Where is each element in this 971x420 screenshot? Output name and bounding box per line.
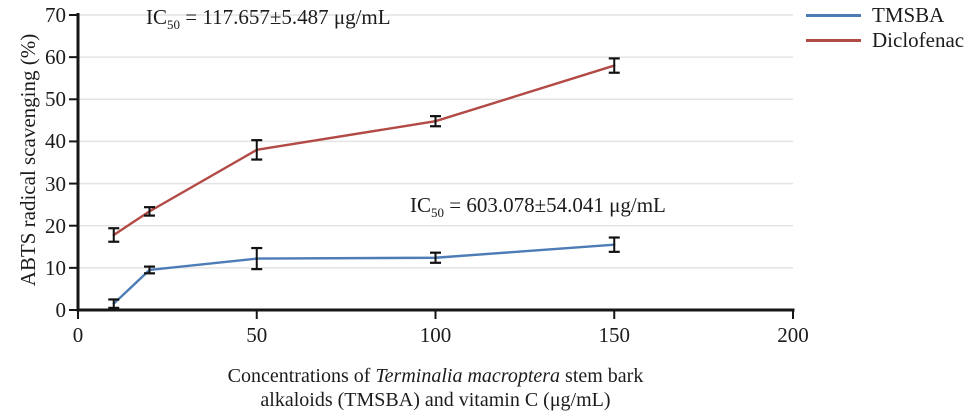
- gridlines: [78, 14, 793, 269]
- y-tick-label: 0: [55, 298, 67, 322]
- legend-label: TMSBA: [872, 3, 945, 27]
- x-axis-title-post: stem bark: [560, 365, 644, 387]
- x-axis-title-pre: Concentrations of: [227, 365, 376, 387]
- legend-line-swatch: [806, 39, 861, 42]
- x-tick-label: 100: [419, 323, 452, 347]
- x-axis-title-line1: Concentrations of Terminalia macroptera …: [78, 364, 793, 388]
- x-tick-label: 50: [246, 323, 268, 347]
- x-axis-title-line2: alkaloids (TMSBA) and vitamin C (μg/mL): [260, 389, 611, 411]
- y-tick-label: 20: [45, 213, 66, 238]
- legend-label: Diclofenac: [872, 28, 965, 52]
- ic50-annotation-diclofenac: IC50 = 117.657±5.487 μg/mL: [146, 5, 391, 33]
- error-bars-tmsba: [108, 236, 620, 309]
- data-line: [112, 243, 616, 305]
- series-line-tmsba: [112, 243, 616, 305]
- legend-item-diclofenac: Diclofenac: [806, 28, 964, 53]
- ic50-prefix: IC: [410, 193, 431, 217]
- x-axis-title: Concentrations of Terminalia macroptera …: [78, 364, 793, 412]
- y-tick-label: 70: [45, 3, 66, 27]
- ic50-annotation-tmsba: IC50 = 603.078±54.041 μg/mL: [410, 193, 666, 221]
- axes: [69, 13, 795, 319]
- x-tick-label: 150: [598, 323, 631, 347]
- y-tick-label: 30: [45, 171, 66, 196]
- ic50-value: = 117.657±5.487 μg/mL: [180, 5, 391, 29]
- ic50-value: = 603.078±54.041 μg/mL: [444, 193, 666, 217]
- x-tick-label: 0: [72, 323, 84, 347]
- y-tick-label: 60: [45, 45, 66, 70]
- ic50-subscript: 50: [167, 17, 180, 33]
- legend-line-swatch: [806, 14, 861, 17]
- x-tick-label: 200: [777, 323, 809, 347]
- legend-item-tmsba: TMSBA: [806, 3, 964, 28]
- legend: TMSBA Diclofenac: [806, 3, 964, 53]
- y-tick-label: 10: [45, 255, 66, 280]
- error-bars-diclofenac: [108, 57, 620, 243]
- x-axis-title-species: Terminalia macroptera: [375, 365, 561, 387]
- y-tick-label: 40: [45, 129, 66, 154]
- ic50-prefix: IC: [146, 5, 167, 29]
- y-axis-title: ABTS radical scavenging (%): [16, 33, 40, 287]
- y-tick-label: 50: [45, 87, 66, 112]
- ic50-subscript: 50: [431, 205, 444, 221]
